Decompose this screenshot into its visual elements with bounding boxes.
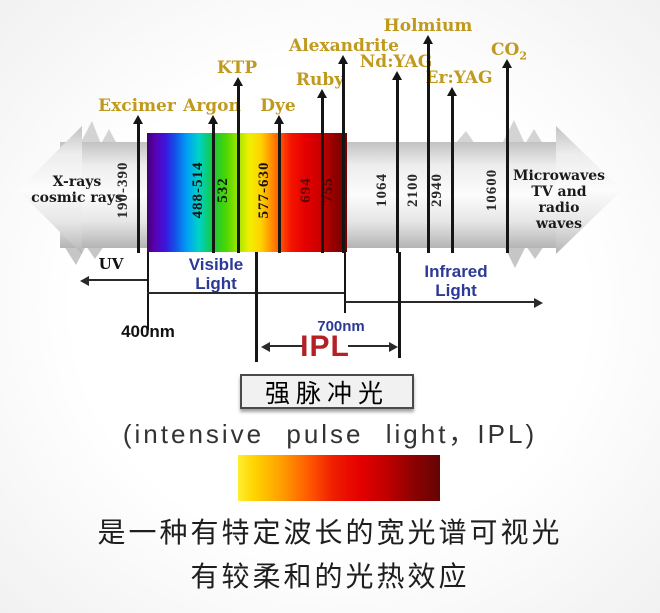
wavelength-co2: 10600 [484, 168, 500, 212]
uv-label: UV [98, 255, 124, 273]
co2-line [506, 67, 509, 253]
ipl-subtitle: (intensive pulse light，IPL) [122, 419, 538, 449]
ipl-gradient-bar [238, 455, 440, 501]
laser-label-alexandrite: Alexandrite [289, 36, 399, 56]
infrared-light-label: Infrared Light [424, 262, 488, 300]
ipl-left-bound [255, 252, 258, 362]
ipl-left-arrowhead [261, 342, 270, 352]
wavelength-ndyag: 1064 [374, 173, 390, 207]
microwaves-label: Microwaves TV and radio waves [512, 168, 606, 232]
ktp-line [237, 85, 240, 253]
visible-left-tick [147, 252, 149, 330]
ipl-label: IPL [300, 330, 350, 363]
infrared-arrowhead [534, 298, 543, 308]
visible-right-tick [344, 252, 346, 313]
wavelength-ktp: 532 [215, 177, 231, 203]
visible-spectrum-band [147, 133, 347, 252]
wavelength-alexandrite: 755 [320, 177, 336, 203]
ipl-right-arrow-line [348, 345, 390, 347]
zigzag-bottom-left [64, 246, 104, 265]
argon-line [212, 123, 215, 253]
wavelength-dye: 577-630 [256, 161, 272, 219]
alexandrite-line [342, 63, 345, 253]
eryag-arrowhead [447, 87, 457, 96]
laser-label-ktp: KTP [216, 58, 258, 78]
laser-label-argon: Argon [183, 96, 241, 116]
visible-light-label: Visible Light [188, 255, 244, 293]
wavelength-ruby: 694 [298, 177, 314, 203]
eryag-line [451, 95, 454, 253]
excimer-line [137, 123, 140, 253]
ipl-left-arrow-line [269, 345, 303, 347]
excimer-arrowhead [133, 115, 143, 124]
xrays-label: X-rays cosmic rays [31, 174, 123, 206]
laser-label-excimer: Excimer [98, 96, 176, 116]
ipl-title-box: 强脉冲光 [240, 374, 414, 409]
right-arrowhead [556, 126, 622, 254]
ipl-title-text: 强脉冲光 [264, 379, 389, 408]
nm400-label: 400nm [121, 322, 175, 341]
wavelength-argon: 488-514 [190, 161, 206, 219]
description-line-2: 有较柔和的光热效应 [190, 561, 470, 592]
laser-label-dye: Dye [260, 96, 296, 116]
ndyag-arrowhead [392, 71, 402, 80]
infrared-arrow-line [345, 301, 534, 303]
ndyag-line [396, 79, 399, 253]
ipl-right-arrowhead [389, 342, 398, 352]
wavelength-excimer: 190-390 [115, 161, 131, 219]
holmium-arrowhead [423, 35, 433, 44]
zigzag-top-right-2 [502, 120, 543, 144]
laser-label-ndyag: Nd:YAG [359, 52, 433, 72]
nm700-label: 700nm [317, 318, 365, 335]
co2-arrowhead [502, 59, 512, 68]
laser-label-holmium: Holmium [383, 16, 473, 36]
wavelength-eryag: 2940 [429, 173, 445, 207]
dye-arrowhead [274, 115, 284, 124]
zigzag-bottom-right [504, 246, 544, 268]
holmium-line [427, 43, 430, 253]
zigzag-top-right-1 [455, 131, 475, 144]
laser-label-co2: CO2 [491, 40, 527, 63]
argon-arrowhead [208, 115, 218, 124]
zigzag-top-left [80, 121, 117, 144]
laser-label-eryag: Er:YAG [425, 68, 493, 88]
ruby-line [321, 97, 324, 253]
wavelength-holmium: 2100 [405, 173, 421, 207]
description-line-1: 是一种有特定波长的宽光谱可视光 [97, 517, 563, 548]
ruby-arrowhead [317, 89, 327, 98]
laser-label-ruby: Ruby [295, 70, 345, 90]
dye-line [278, 123, 281, 253]
visible-bracket-line [147, 292, 345, 294]
uv-arrowhead [80, 276, 89, 286]
ktp-arrowhead [233, 77, 243, 86]
left-arrowhead [18, 126, 82, 254]
ipl-right-bound [398, 252, 401, 358]
uv-arrow-line [88, 279, 148, 281]
alexandrite-arrowhead [338, 55, 348, 64]
